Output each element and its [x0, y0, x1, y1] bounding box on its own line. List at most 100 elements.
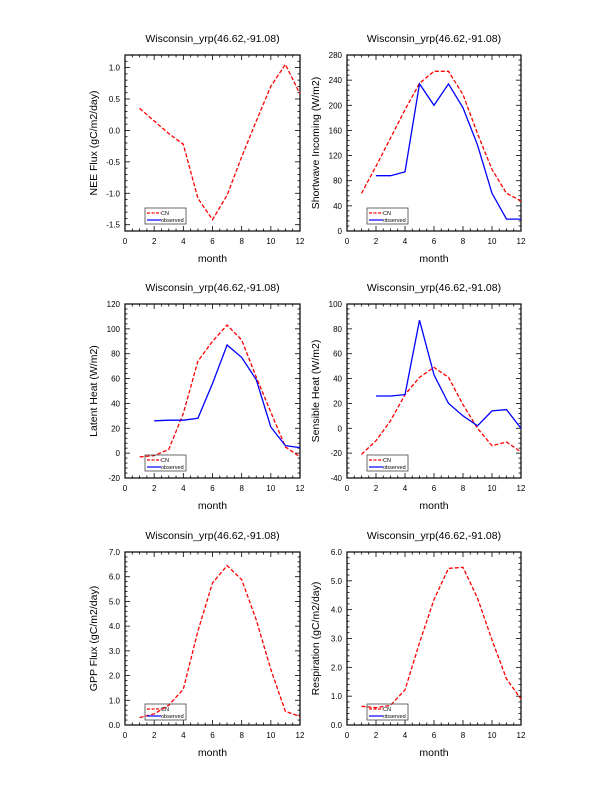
y-tick-label: 0.0	[109, 126, 121, 135]
y-tick-label: 60	[333, 350, 342, 359]
x-tick-label: 10	[488, 237, 497, 246]
x-tick-label: 0	[345, 484, 350, 493]
y-tick-label: 200	[329, 101, 343, 110]
y-axis-label: Respiration (gC/m2/day)	[310, 582, 322, 696]
x-axis-label: month	[198, 747, 227, 759]
x-axis-label: month	[198, 500, 227, 512]
chart-title: Wisconsin_yrp(46.62,-91.08)	[367, 530, 501, 542]
y-tick-label: 2.0	[331, 663, 343, 672]
series-cn-line	[362, 71, 522, 201]
series-observed-line	[376, 84, 521, 219]
y-axis-label: GPP Flux (gC/m2/day)	[88, 586, 100, 691]
x-tick-label: 4	[403, 237, 408, 246]
x-tick-label: 4	[181, 484, 186, 493]
x-tick-label: 10	[488, 731, 497, 740]
x-tick-label: 10	[266, 731, 275, 740]
y-tick-label: -1.5	[106, 221, 120, 230]
y-tick-label: 80	[111, 350, 120, 359]
y-tick-label: 6.0	[331, 548, 343, 557]
x-tick-label: 12	[296, 484, 305, 493]
x-tick-label: 4	[403, 731, 408, 740]
x-tick-label: 6	[432, 237, 437, 246]
x-tick-label: 6	[210, 237, 215, 246]
legend-cn-label: CN	[383, 707, 391, 713]
legend-observed-label: observed	[161, 714, 184, 720]
series-cn-line	[140, 325, 300, 457]
y-axis-label: Latent Heat (W/m2)	[88, 345, 100, 437]
y-tick-label: 20	[333, 399, 342, 408]
y-tick-label: 20	[111, 424, 120, 433]
x-axis-label: month	[419, 747, 448, 759]
chart-title: Wisconsin_yrp(46.62,-91.08)	[145, 282, 279, 294]
chart-title: Wisconsin_yrp(46.62,-91.08)	[145, 33, 279, 45]
y-tick-label: 60	[111, 375, 120, 384]
x-tick-label: 12	[517, 731, 526, 740]
y-tick-label: 3.0	[109, 647, 121, 656]
y-tick-label: -0.5	[106, 158, 120, 167]
y-tick-label: 3.0	[331, 635, 343, 644]
y-tick-label: 40	[111, 399, 120, 408]
x-tick-label: 2	[152, 237, 157, 246]
x-tick-label: 2	[152, 484, 157, 493]
y-tick-label: 5.0	[331, 577, 343, 586]
legend-cn-label: CN	[383, 458, 391, 464]
legend-observed-label: observed	[383, 218, 406, 224]
y-tick-label: 1.0	[331, 692, 343, 701]
x-tick-label: 8	[239, 237, 244, 246]
y-tick-label: 6.0	[109, 573, 121, 582]
plot-frame	[125, 304, 300, 478]
x-tick-label: 4	[181, 731, 186, 740]
y-tick-label: 0.0	[109, 721, 121, 730]
legend-cn-label: CN	[161, 458, 169, 464]
x-tick-label: 12	[517, 484, 526, 493]
x-tick-label: 10	[266, 484, 275, 493]
y-tick-label: 5.0	[109, 597, 121, 606]
y-tick-label: 100	[107, 325, 121, 334]
y-tick-label: 0.5	[109, 95, 121, 104]
x-tick-label: 2	[374, 731, 379, 740]
legend-observed-label: observed	[383, 714, 406, 720]
y-tick-label: -40	[330, 474, 342, 483]
series-observed-line	[376, 320, 521, 428]
x-tick-label: 8	[461, 731, 466, 740]
x-tick-label: 8	[239, 484, 244, 493]
y-tick-label: 120	[329, 152, 343, 161]
x-tick-label: 0	[123, 237, 128, 246]
x-tick-label: 8	[239, 731, 244, 740]
legend-cn-label: CN	[161, 707, 169, 713]
y-axis-label: NEE Flux (gC/m2/day)	[88, 90, 100, 195]
x-axis-label: month	[419, 253, 448, 265]
x-tick-label: 8	[461, 484, 466, 493]
x-tick-label: 6	[432, 731, 437, 740]
plot-frame	[347, 304, 521, 478]
x-tick-label: 2	[152, 731, 157, 740]
series-cn-line	[362, 567, 522, 707]
x-tick-label: 12	[517, 237, 526, 246]
y-tick-label: 0	[338, 424, 343, 433]
legend-observed-label: observed	[161, 465, 184, 471]
plot-frame	[125, 552, 300, 725]
series-cn-line	[140, 64, 300, 219]
chart-title: Wisconsin_yrp(46.62,-91.08)	[367, 282, 501, 294]
plot-frame	[347, 552, 521, 725]
y-tick-label: 40	[333, 375, 342, 384]
x-tick-label: 0	[345, 237, 350, 246]
legend-cn-label: CN	[383, 211, 391, 217]
x-tick-label: 6	[210, 484, 215, 493]
y-tick-label: -20	[330, 449, 342, 458]
x-tick-label: 0	[123, 484, 128, 493]
x-tick-label: 8	[461, 237, 466, 246]
y-tick-label: 0.0	[331, 721, 343, 730]
y-tick-label: 160	[329, 126, 343, 135]
y-tick-label: 40	[333, 202, 342, 211]
y-tick-label: -1.0	[106, 189, 120, 198]
y-tick-label: 4.0	[331, 606, 343, 615]
x-tick-label: 4	[403, 484, 408, 493]
legend-observed-label: observed	[383, 465, 406, 471]
